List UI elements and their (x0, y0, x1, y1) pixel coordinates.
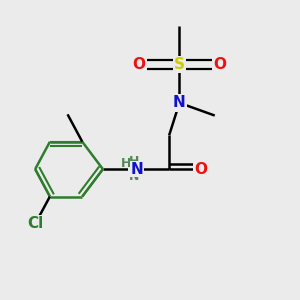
Text: S: S (174, 57, 185, 72)
Text: H
N: H N (129, 155, 139, 183)
Text: Cl: Cl (27, 216, 43, 231)
Text: O: O (214, 57, 226, 72)
Text: N: N (130, 162, 143, 177)
Text: H: H (121, 157, 132, 170)
Text: O: O (194, 162, 207, 177)
Text: N: N (173, 95, 186, 110)
Text: O: O (132, 57, 145, 72)
